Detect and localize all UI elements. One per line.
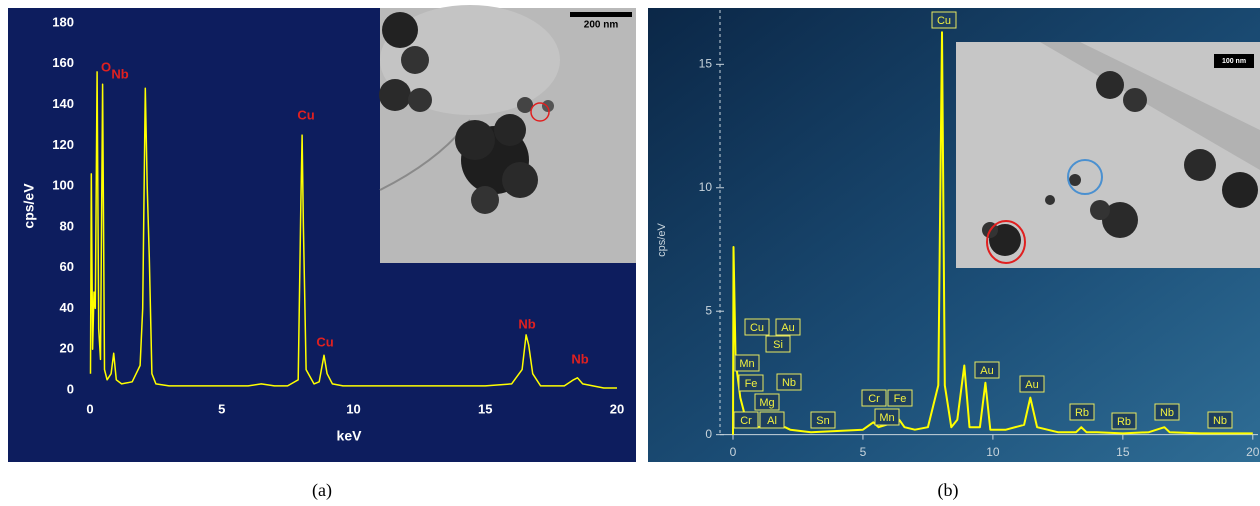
- spectrum-line: [89, 71, 617, 389]
- annotation-box: [931, 11, 957, 29]
- annotation-box: [861, 389, 887, 407]
- annotation-box: [775, 318, 801, 336]
- annotation: Mn: [879, 412, 894, 424]
- annotation: Si: [773, 339, 783, 351]
- x-axis-label: keV: [337, 428, 363, 444]
- x-tick-label: 20: [1246, 445, 1260, 459]
- annotation-box: [974, 361, 1000, 379]
- x-tick-label: 10: [986, 445, 1000, 459]
- y-tick-label: 10: [699, 180, 713, 194]
- annotation-box: [776, 373, 802, 391]
- annotation-box: [887, 389, 913, 407]
- annotation-box: [733, 411, 759, 429]
- y-tick-label: 0: [67, 381, 74, 396]
- caption: (a): [312, 480, 332, 501]
- x-tick-label: 5: [860, 445, 867, 459]
- y-tick-label: 80: [60, 218, 74, 233]
- y-axis-label: cps/eV: [656, 223, 668, 257]
- annotation: Nb: [1160, 407, 1174, 419]
- annotation: Cr: [868, 393, 880, 405]
- annotation: Al: [767, 415, 777, 427]
- y-tick-label: 140: [52, 96, 74, 111]
- annotation: Cu: [297, 107, 314, 122]
- annotation: Sn: [816, 415, 829, 427]
- x-tick-label: 15: [478, 401, 492, 416]
- y-tick-label: 160: [52, 55, 74, 70]
- x-tick-label: 0: [730, 445, 737, 459]
- y-axis-label: cps/eV: [21, 183, 37, 229]
- annotation: Mn: [739, 358, 754, 370]
- annotation: Au: [1025, 379, 1038, 391]
- annotation-box: [1154, 403, 1180, 421]
- y-tick-label: 60: [60, 259, 74, 274]
- annotation: Cu: [937, 15, 951, 27]
- annotation: Cu: [316, 334, 333, 349]
- annotation-box: [1069, 403, 1095, 421]
- annotation-box: [765, 335, 791, 353]
- annotation: Rb: [1075, 407, 1089, 419]
- annotation-box: [754, 393, 780, 411]
- x-tick-label: 5: [218, 401, 225, 416]
- annotation: Cr: [740, 415, 752, 427]
- inset-image-a: [379, 5, 636, 263]
- x-tick-label: 15: [1116, 445, 1130, 459]
- scale-bar-label: 200 nm: [584, 20, 619, 31]
- annotation: Fe: [894, 393, 907, 405]
- y-tick-label: 5: [705, 303, 712, 317]
- caption: (b): [938, 480, 959, 501]
- annotation: Rb: [1117, 416, 1131, 428]
- annotation: Nb: [111, 66, 128, 81]
- annotation: Nb: [1213, 415, 1227, 427]
- annotation-box: [1207, 411, 1233, 429]
- annotation: Nb: [782, 377, 796, 389]
- x-tick-label: 0: [86, 401, 93, 416]
- annotation-box: [1111, 412, 1137, 430]
- y-tick-label: 180: [52, 14, 74, 29]
- y-tick-label: 15: [699, 56, 713, 70]
- annotation: Nb: [571, 351, 588, 366]
- x-tick-label: 20: [610, 401, 624, 416]
- x-tick-label: 10: [346, 401, 360, 416]
- y-tick-label: 0: [705, 427, 712, 441]
- annotation-box: [734, 354, 760, 372]
- annotation-box: [810, 411, 836, 429]
- annotation-box: [1019, 375, 1045, 393]
- annotation: Nb: [518, 316, 535, 331]
- annotation-box: [738, 374, 764, 392]
- annotation-box: [874, 408, 900, 426]
- y-tick-label: 120: [52, 137, 74, 152]
- annotation-box: [744, 318, 770, 336]
- y-tick-label: 100: [52, 178, 74, 193]
- annotation: Au: [781, 322, 794, 334]
- y-tick-label: 20: [60, 341, 74, 356]
- y-tick-label: 40: [60, 300, 74, 315]
- annotation: Au: [980, 365, 993, 377]
- annotation: Cu: [750, 322, 764, 334]
- annotation: O: [101, 59, 111, 74]
- scale-bar-label: 100 nm: [1222, 58, 1246, 65]
- annotation: Mg: [759, 397, 774, 409]
- annotation: Fe: [745, 378, 758, 390]
- annotation-box: [759, 411, 785, 429]
- inset-image-b: [956, 42, 1260, 268]
